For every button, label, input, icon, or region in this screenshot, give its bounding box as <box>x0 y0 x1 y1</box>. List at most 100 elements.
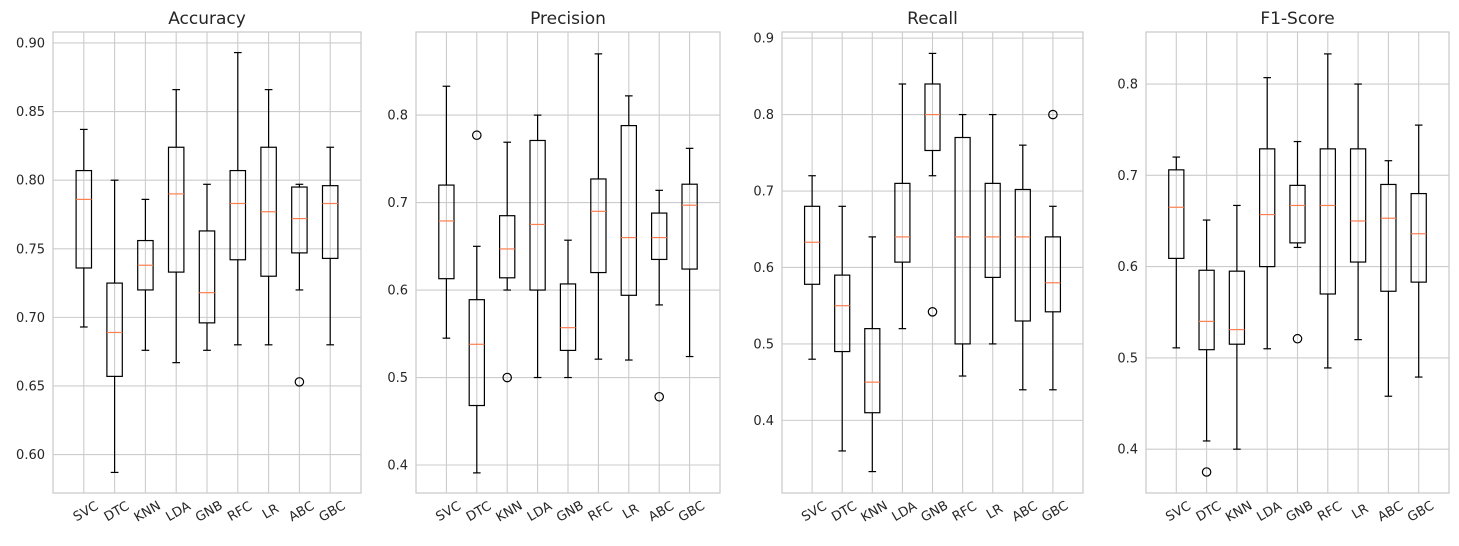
outlier-point <box>294 377 305 387</box>
subplot-accuracy: 0.60 0.65 0.70 0.75 0.80 0.85 0.90 SVC DTC KNN LDA… <box>16 9 362 526</box>
box-dtc <box>1198 219 1215 477</box>
box-svc <box>75 128 93 328</box>
x-tick-label: KNN <box>859 498 891 525</box>
box-dtc <box>106 179 123 474</box>
axes-frame <box>781 31 1084 494</box>
iqr-box <box>468 299 486 407</box>
y-tick-label: 0.7 <box>753 185 774 200</box>
x-tick-label: GNB <box>1284 498 1316 525</box>
iqr-box <box>1044 236 1062 313</box>
y-tick-label: 0.9 <box>753 32 774 47</box>
box-dtc <box>468 130 486 474</box>
box-gnb <box>924 52 941 317</box>
outlier-point <box>927 307 938 317</box>
x-tick-label: LR <box>1350 501 1372 522</box>
iqr-box <box>1014 188 1031 322</box>
iqr-box <box>167 146 185 273</box>
outlier-point <box>654 391 664 402</box>
x-tick-label: LDA <box>890 499 920 525</box>
x-tick-label: GBC <box>676 499 708 526</box>
x-tick-label: ABC <box>1375 499 1406 525</box>
x-tick-label: GBC <box>317 499 349 526</box>
y-tick-label: 0.7 <box>1117 169 1138 184</box>
box-gnb <box>198 183 216 351</box>
iqr-box <box>894 182 911 263</box>
y-tick-label: 0.65 <box>16 379 45 394</box>
box-dtc <box>834 205 851 452</box>
box-knn <box>137 198 154 351</box>
y-tick-label: 0.90 <box>16 36 45 51</box>
iqr-box <box>620 124 638 296</box>
x-tick-label: SVC <box>799 499 829 525</box>
box-lda <box>529 114 546 379</box>
iqr-box <box>650 212 668 261</box>
x-tick-label: SVC <box>71 499 101 525</box>
box-rfc <box>590 53 607 360</box>
box-gnb <box>1289 140 1306 344</box>
y-tick-label: 0.4 <box>387 459 408 474</box>
iqr-box <box>834 274 851 353</box>
iqr-box <box>590 178 607 274</box>
iqr-box <box>1380 183 1397 292</box>
y-tick-label: 0.8 <box>1117 78 1138 93</box>
box-gbc <box>1044 109 1062 391</box>
box-rfc <box>1319 53 1336 369</box>
x-tick-label: KNN <box>1223 498 1255 525</box>
box-knn <box>864 236 881 473</box>
x-tick-label: GNB <box>193 498 225 525</box>
box-lr <box>620 95 638 361</box>
y-tick-label: 0.6 <box>753 261 774 276</box>
subplot-f1-score: 0.4 0.5 0.6 0.7 0.8 SVC DTC KNN LDA GNB RFC LR ABC GB… <box>1117 9 1450 526</box>
x-tick-label: LR <box>620 501 642 522</box>
iqr-box <box>75 169 93 269</box>
iqr-box <box>681 183 698 270</box>
iqr-box <box>529 139 546 291</box>
outlier-point <box>1048 109 1058 120</box>
x-tick-label: KNN <box>494 498 526 525</box>
x-tick-label: GBC <box>1405 499 1437 526</box>
iqr-box <box>864 328 881 414</box>
x-tick-label: SVC <box>434 499 464 525</box>
box-gbc <box>321 146 339 346</box>
subplot-title: Precision <box>530 9 606 29</box>
box-rfc <box>954 113 971 377</box>
x-tick-label: ABC <box>286 499 317 525</box>
x-tick-label: DTC <box>1194 499 1224 525</box>
x-tick-label: LDA <box>163 499 193 525</box>
x-tick-label: SVC <box>1163 499 1193 525</box>
iqr-box <box>1168 169 1185 259</box>
iqr-box <box>499 215 516 279</box>
iqr-box <box>1289 184 1306 244</box>
x-tick-label: RFC <box>1315 499 1345 525</box>
y-tick-label: 0.4 <box>753 414 774 429</box>
iqr-box <box>198 230 216 324</box>
y-tick-label: 0.6 <box>387 284 408 299</box>
box-lda <box>167 89 185 364</box>
x-tick-label: KNN <box>132 498 164 525</box>
x-tick-label: ABC <box>1010 499 1041 525</box>
iqr-box <box>954 136 971 345</box>
iqr-box <box>924 83 941 152</box>
x-tick-label: DTC <box>464 499 494 525</box>
box-lr <box>1349 83 1367 341</box>
x-tick-label: LR <box>984 501 1006 522</box>
box-svc <box>803 175 821 360</box>
iqr-box <box>1198 269 1215 351</box>
box-knn <box>1228 204 1246 450</box>
box-lda <box>894 83 911 330</box>
iqr-box <box>1410 192 1427 283</box>
box-abc <box>291 183 308 387</box>
box-rfc <box>229 51 247 346</box>
y-tick-label: 0.4 <box>1117 443 1138 458</box>
box-lr <box>984 113 1001 345</box>
iqr-box <box>1259 148 1276 268</box>
box-abc <box>1380 160 1397 397</box>
box-knn <box>499 141 516 383</box>
iqr-box <box>321 185 339 259</box>
box-abc <box>1014 144 1031 391</box>
box-lr <box>260 89 277 346</box>
iqr-box <box>1228 270 1246 345</box>
y-tick-label: 0.70 <box>16 311 45 326</box>
